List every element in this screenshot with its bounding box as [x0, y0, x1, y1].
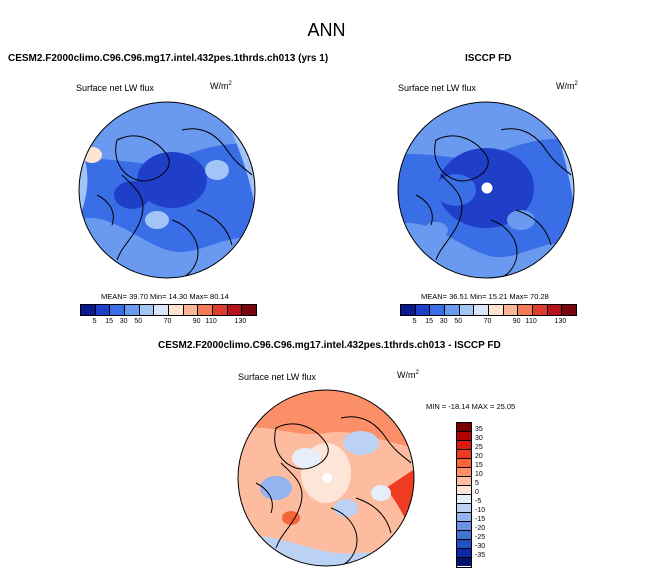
panel-2-polar-map — [397, 101, 575, 279]
colorbar-swatch — [213, 305, 228, 315]
colorbar-tick: 90 — [512, 318, 521, 325]
panel-3-title: CESM2.F2000climo.C96.C96.mg17.intel.432p… — [158, 340, 501, 351]
colorbar-swatch — [183, 305, 199, 315]
colorbar-swatch — [95, 305, 111, 315]
colorbar-swatch — [125, 305, 140, 315]
colorbar-tick: -30 — [475, 543, 486, 550]
colorbar-swatch — [457, 441, 471, 450]
colorbar-swatch — [198, 305, 214, 315]
panel-2-variable: Surface net LW flux — [398, 83, 476, 93]
colorbar-swatch — [474, 305, 490, 315]
panel-3-variable: Surface net LW flux — [238, 372, 316, 382]
panel-3-units: W/m2 — [397, 370, 419, 380]
colorbar-tick: 30 — [475, 435, 483, 442]
colorbar-swatch — [457, 531, 471, 540]
colorbar-swatch — [562, 305, 577, 315]
panel-3-polar-map — [237, 389, 415, 567]
colorbar-tick: -25 — [475, 534, 486, 541]
colorbar-swatch — [457, 486, 471, 495]
panel-2-title: ISCCP FD — [465, 53, 512, 64]
colorbar-swatch — [489, 305, 504, 315]
panel-1-units: W/m2 — [210, 81, 232, 91]
colorbar-tick: 25 — [475, 444, 483, 451]
colorbar-tick: 0 — [475, 489, 479, 496]
colorbar-swatch — [457, 477, 471, 486]
colorbar-swatch — [459, 305, 475, 315]
colorbar-tick: 15 — [475, 462, 483, 469]
colorbar-swatch — [457, 432, 471, 441]
colorbar-tick: 20 — [475, 453, 483, 460]
colorbar-swatch — [457, 495, 471, 504]
colorbar-swatch — [169, 305, 184, 315]
panel-1-title: CESM2.F2000climo.C96.C96.mg17.intel.432p… — [8, 53, 329, 64]
colorbar-swatch — [401, 305, 416, 315]
colorbar-swatch — [457, 522, 471, 531]
panel-1-variable: Surface net LW flux — [76, 83, 154, 93]
colorbar-swatch — [457, 423, 471, 432]
colorbar-tick: -5 — [475, 498, 482, 505]
colorbar-swatch — [518, 305, 534, 315]
colorbar-tick: -20 — [475, 525, 486, 532]
colorbar-swatch — [457, 459, 471, 468]
colorbar-swatch — [110, 305, 126, 315]
panel-1-colorbar — [80, 304, 257, 316]
colorbar-swatch — [457, 468, 471, 477]
panel-3-colorbar — [456, 422, 472, 568]
colorbar-tick: 5 — [92, 318, 97, 325]
colorbar-tick: 130 — [554, 318, 567, 325]
colorbar-swatch — [139, 305, 155, 315]
panel-2-units: W/m2 — [556, 81, 578, 91]
colorbar-swatch — [457, 549, 471, 558]
colorbar-tick: 5 — [475, 480, 479, 487]
colorbar-swatch — [457, 513, 471, 522]
panel-1-stats: MEAN= 39.70 Min= 14.30 Max= 80.14 — [101, 292, 229, 301]
colorbar-swatch — [242, 305, 257, 315]
colorbar-tick: 110 — [205, 318, 217, 325]
colorbar-tick: 50 — [454, 318, 463, 325]
colorbar-tick: 110 — [525, 318, 537, 325]
colorbar-tick: 70 — [483, 318, 492, 325]
panel-2-colorbar — [400, 304, 577, 316]
colorbar-tick: -10 — [475, 507, 486, 514]
colorbar-swatch — [81, 305, 96, 315]
colorbar-tick: 30 — [119, 318, 128, 325]
colorbar-tick: 15 — [425, 318, 434, 325]
colorbar-tick: -35 — [475, 552, 486, 559]
panel-2-stats: MEAN= 36.51 Min= 15.21 Max= 70.28 — [421, 292, 549, 301]
colorbar-tick: 50 — [134, 318, 143, 325]
colorbar-tick: 90 — [192, 318, 201, 325]
colorbar-swatch — [415, 305, 431, 315]
colorbar-swatch — [547, 305, 563, 315]
colorbar-swatch — [503, 305, 519, 315]
colorbar-swatch — [457, 504, 471, 513]
panel-1-polar-map — [78, 101, 256, 279]
colorbar-tick: 30 — [439, 318, 448, 325]
panel-3-stats: MIN = -18.14 MAX = 25.05 — [426, 402, 516, 411]
colorbar-swatch — [457, 558, 471, 566]
figure-title: ANN — [307, 20, 346, 40]
colorbar-tick: 5 — [412, 318, 417, 325]
colorbar-swatch — [430, 305, 446, 315]
colorbar-swatch — [457, 450, 471, 459]
colorbar-swatch — [154, 305, 170, 315]
colorbar-tick: 130 — [234, 318, 247, 325]
colorbar-swatch — [457, 540, 471, 549]
colorbar-swatch — [445, 305, 460, 315]
colorbar-tick: 70 — [163, 318, 172, 325]
colorbar-tick: 35 — [475, 426, 483, 433]
colorbar-tick: 10 — [475, 471, 483, 478]
colorbar-swatch — [533, 305, 548, 315]
colorbar-swatch — [227, 305, 243, 315]
colorbar-tick: -15 — [475, 516, 486, 523]
colorbar-tick: 15 — [105, 318, 114, 325]
